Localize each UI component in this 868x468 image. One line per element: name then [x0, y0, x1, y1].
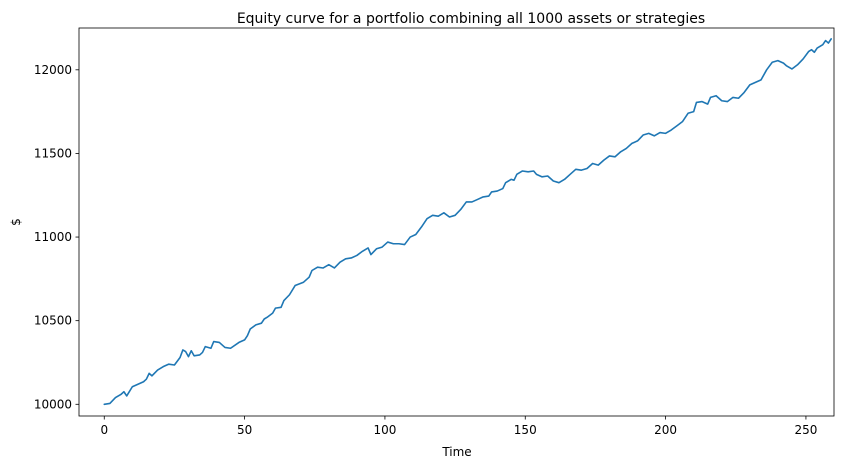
x-tick-label: 100: [373, 423, 396, 437]
y-tick-label: 10000: [34, 397, 72, 411]
y-tick-label: 12000: [34, 63, 72, 77]
y-tick-label: 11500: [34, 146, 72, 160]
x-axis: 0 50 100 150 200 250: [100, 416, 817, 437]
x-tick-label: 0: [100, 423, 108, 437]
chart-title: Equity curve for a portfolio combining a…: [237, 11, 705, 27]
x-tick-label: 250: [794, 423, 817, 437]
equity-series-line: [103, 38, 832, 406]
x-axis-label: Time: [441, 445, 471, 459]
plot-area: [79, 28, 834, 416]
x-tick-label: 50: [237, 423, 252, 437]
y-tick-label: 10500: [34, 314, 72, 328]
series-layer: [103, 38, 832, 406]
x-tick-label: 150: [514, 423, 537, 437]
y-axis: 10000 10500 11000 11500 12000: [34, 63, 79, 411]
y-axis-label: $: [9, 218, 23, 226]
x-tick-label: 200: [654, 423, 677, 437]
y-tick-label: 11000: [34, 230, 72, 244]
plot-frame: [78, 27, 835, 417]
